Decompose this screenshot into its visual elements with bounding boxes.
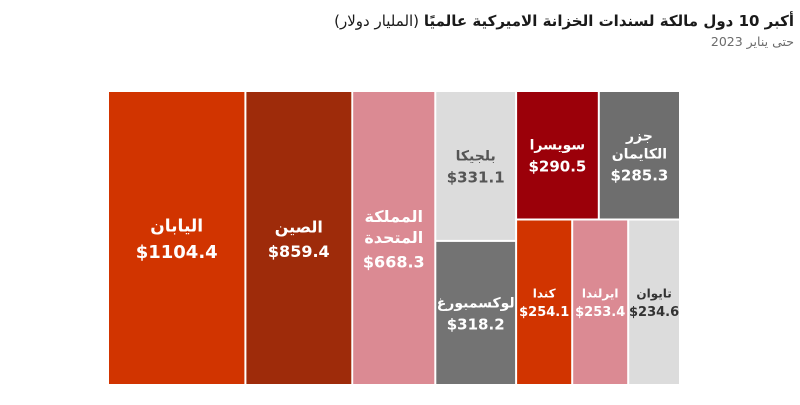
treemap-name-label: المتحدة	[364, 228, 423, 247]
treemap-name-label: تايوان	[636, 286, 671, 301]
treemap-name-label: الكايمان	[612, 147, 667, 163]
treemap-cell-item-3: بلجيكا $331.1	[436, 92, 516, 240]
treemap-value-label: $318.2	[447, 315, 505, 333]
chart-title-main: أكبر 10 دول مالكة لسندات الخزانة الاميرك…	[423, 12, 794, 30]
treemap-name-label: سويسرا	[530, 138, 586, 154]
treemap-name-label: كندا	[533, 286, 556, 300]
treemap-value-label: $254.1	[519, 305, 569, 320]
treemap-value-label: $331.1	[447, 168, 505, 186]
treemap-cell-item-1: الصين $859.4	[246, 92, 352, 384]
chart-subtitle: حتى يناير 2023	[710, 34, 794, 49]
treemap-cell-item-5: سويسرا $290.5	[517, 92, 598, 219]
treemap-name-label: لوكسمبورغ	[437, 295, 515, 311]
treemap-value-label: $290.5	[528, 158, 586, 176]
treemap-value-label: $234.6	[629, 305, 679, 320]
treemap-value-label: $1104.4	[136, 242, 218, 263]
treemap-value-label: $668.3	[363, 253, 425, 272]
treemap-rect	[629, 220, 679, 384]
treemap-cell-item-9: تايوان $234.6	[629, 220, 679, 384]
treemap-name-label: اليابان	[150, 216, 203, 236]
treemap-cell-item-6: جزر الكايمان $285.3	[599, 92, 679, 219]
treemap-rect	[436, 241, 516, 384]
treemap-value-label: $253.4	[575, 305, 625, 320]
treemap-rect	[246, 92, 352, 384]
treemap-rect	[353, 92, 435, 384]
treemap-rect	[517, 220, 572, 384]
treemap-rect	[109, 92, 245, 384]
treemap-name-label: الصين	[275, 217, 323, 236]
treemap-rect	[517, 92, 598, 219]
treemap-name-label: ايرلندا	[582, 286, 619, 300]
treemap-rect	[436, 92, 516, 240]
treemap-name-label: بلجيكا	[456, 148, 496, 164]
treemap-cell-item-0: اليابان $1104.4	[109, 92, 245, 384]
chart-title-unit: (المليار دولار)	[334, 12, 420, 30]
treemap-value-label: $859.4	[268, 242, 330, 261]
treemap-name-label: جزر	[625, 129, 653, 145]
treemap-name-label: المملكة	[365, 207, 423, 226]
treemap-cell-item-8: ايرلندا $253.4	[573, 220, 628, 384]
treemap-cell-item-4: لوكسمبورغ $318.2	[436, 241, 516, 384]
treemap-cell-item-2: المملكة المتحدة $668.3	[353, 92, 435, 384]
chart-title: أكبر 10 دول مالكة لسندات الخزانة الاميرك…	[14, 10, 794, 32]
treemap-cell-item-7: كندا $254.1	[517, 220, 572, 384]
treemap-rect	[599, 92, 679, 219]
treemap-value-label: $285.3	[610, 167, 668, 185]
chart-header: أكبر 10 دول مالكة لسندات الخزانة الاميرك…	[14, 10, 794, 52]
treemap-rect	[573, 220, 628, 384]
